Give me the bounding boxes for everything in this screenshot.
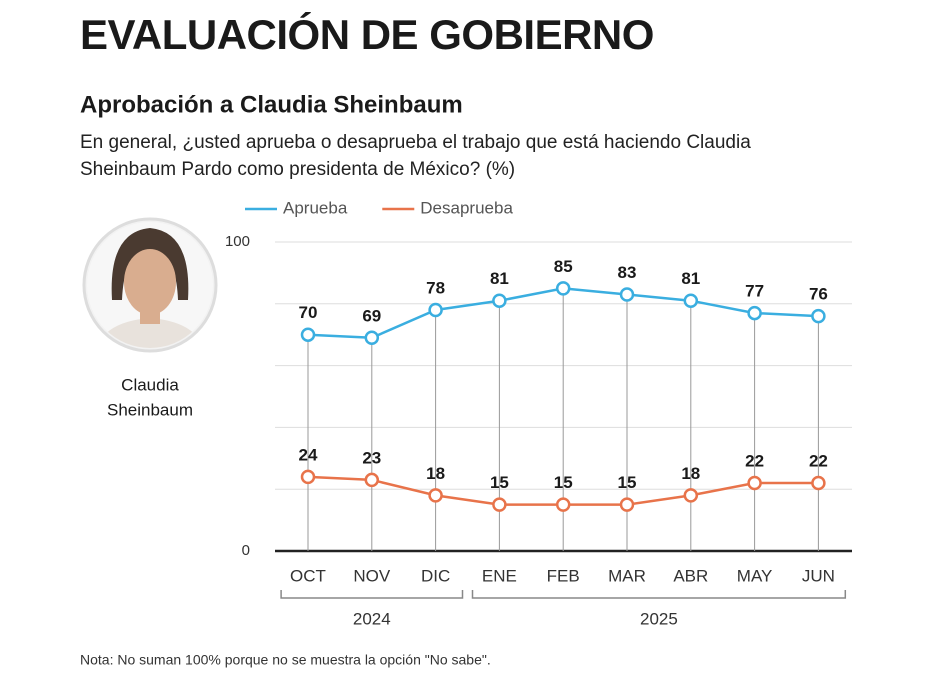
legend-label: Desaprueba <box>420 198 513 217</box>
x-tick-label: JUN <box>802 566 835 585</box>
point <box>747 305 762 321</box>
x-tick-label: DIC <box>421 566 450 585</box>
data-label: 70 <box>299 303 318 322</box>
point <box>364 472 380 488</box>
group-bracket <box>280 590 464 599</box>
data-label: 22 <box>745 452 764 471</box>
point <box>811 308 826 324</box>
data-label: 77 <box>745 282 764 301</box>
group-label: 2024 <box>353 609 391 628</box>
data-label: 81 <box>490 269 509 288</box>
title: EVALUACIÓN DE GOBIERNO <box>80 10 654 58</box>
question: En general, ¿usted aprueba o desaprueba … <box>80 132 751 153</box>
point <box>428 488 443 503</box>
point <box>619 287 635 302</box>
point <box>555 497 571 512</box>
point <box>811 475 826 491</box>
question: Sheinbaum Pardo como presidenta de Méxic… <box>80 159 515 180</box>
group-bracket <box>471 590 847 599</box>
data-label: 78 <box>426 278 445 297</box>
y-tick-label: 0 <box>242 542 250 559</box>
data-label: 81 <box>681 269 700 288</box>
portrait <box>82 217 218 353</box>
legend-label: Aprueba <box>283 198 348 217</box>
point <box>683 293 699 308</box>
point <box>683 488 699 503</box>
point <box>555 281 571 296</box>
data-label: 85 <box>554 257 573 276</box>
point <box>492 497 507 512</box>
subtitle: Aprobación a Claudia Sheinbaum <box>80 91 463 118</box>
point <box>364 330 380 346</box>
group-label: 2025 <box>640 609 678 628</box>
data-label: 76 <box>809 285 828 304</box>
point <box>492 293 507 308</box>
data-label: 22 <box>809 452 828 471</box>
y-tick-label: 100 <box>225 233 250 250</box>
data-label: 15 <box>554 473 573 492</box>
data-label: 18 <box>426 464 445 483</box>
x-tick-label: ABR <box>673 566 708 585</box>
x-tick-label: NOV <box>353 566 391 585</box>
profile-caption: Sheinbaum <box>107 400 193 419</box>
data-label: 83 <box>618 263 637 282</box>
point <box>428 302 443 318</box>
point <box>747 475 762 491</box>
data-label: 15 <box>618 473 637 492</box>
note: Nota: No suman 100% porque no se muestra… <box>80 652 491 668</box>
profile-caption: Claudia <box>121 375 179 394</box>
data-label: 24 <box>299 445 318 464</box>
point <box>619 497 635 512</box>
x-tick-label: OCT <box>290 566 326 585</box>
x-tick-label: MAR <box>608 566 646 585</box>
data-label: 18 <box>681 464 700 483</box>
data-label: 23 <box>362 448 381 467</box>
x-tick-label: MAY <box>737 566 773 585</box>
x-tick-label: FEB <box>547 566 580 585</box>
x-tick-label: ENE <box>482 566 517 585</box>
point <box>300 327 316 342</box>
data-label: 15 <box>490 473 509 492</box>
data-label: 69 <box>362 306 381 325</box>
point <box>300 469 316 485</box>
